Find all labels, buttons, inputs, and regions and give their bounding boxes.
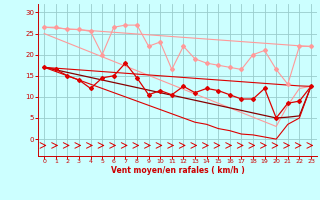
X-axis label: Vent moyen/en rafales ( km/h ): Vent moyen/en rafales ( km/h ) <box>111 166 244 175</box>
